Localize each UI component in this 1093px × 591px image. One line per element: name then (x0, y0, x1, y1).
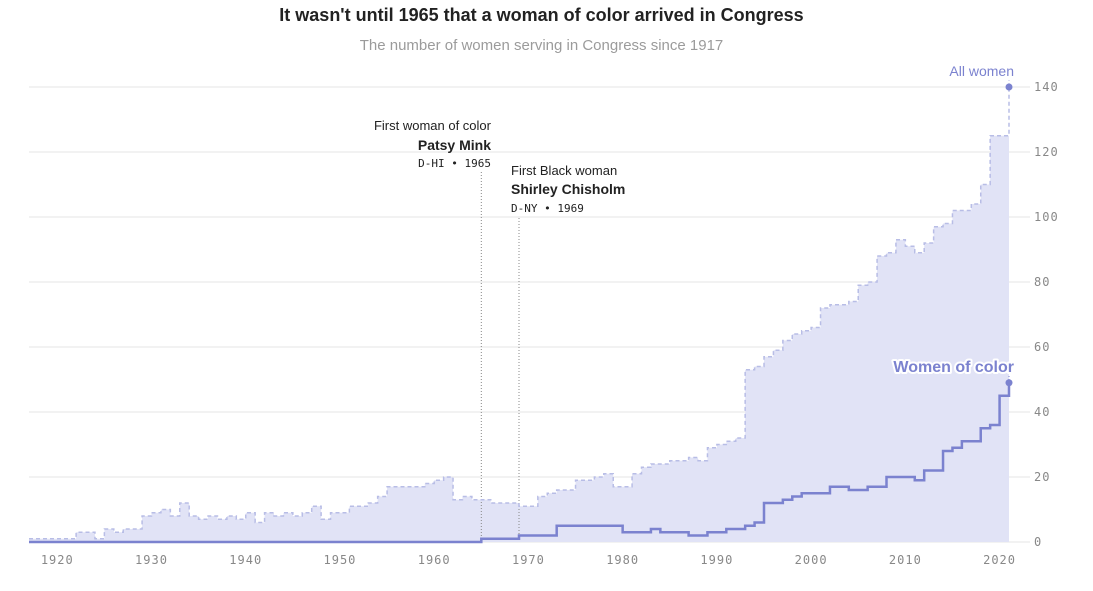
y-tick-label: 80 (1034, 275, 1050, 289)
women-of-color-endpoint (1005, 379, 1013, 387)
annotation-label: First woman of color (374, 118, 492, 133)
x-tick-label: 1970 (512, 553, 545, 567)
x-tick-label: 2000 (795, 553, 828, 567)
all-women-area (29, 87, 1009, 542)
x-tick-label: 1960 (418, 553, 451, 567)
annotation-name: Patsy Mink (418, 137, 491, 153)
y-tick-label: 60 (1034, 340, 1050, 354)
women-of-color-label: Women of color (893, 359, 1014, 376)
y-tick-label: 20 (1034, 470, 1050, 484)
annotation-meta: D-NY • 1969 (511, 202, 584, 215)
x-tick-label: 2010 (889, 553, 922, 567)
y-tick-label: 0 (1034, 535, 1042, 549)
x-axis-ticks: 1920 1930 1940 1950 1960 1970 1980 1990 2000 2010… (41, 553, 1016, 567)
y-tick-label: 100 (1034, 210, 1059, 224)
annotation-meta: D-HI • 1965 (418, 157, 491, 170)
x-tick-label: 2020 (983, 553, 1016, 567)
x-tick-label: 1980 (606, 553, 639, 567)
y-tick-label: 140 (1034, 80, 1059, 94)
all-women-label: All women (949, 63, 1014, 79)
y-axis-ticks: 0 20 40 60 80 100 120 140 (1034, 80, 1059, 549)
annotation-patsy-mink: First woman of color Patsy Mink D-HI • 1… (374, 118, 492, 170)
annotation-name: Shirley Chisholm (511, 181, 625, 197)
chart-title: It wasn't until 1965 that a woman of col… (279, 5, 804, 25)
x-tick-label: 1940 (229, 553, 262, 567)
chart-subtitle: The number of women serving in Congress … (359, 37, 724, 54)
women-of-color-line (29, 382, 1011, 544)
y-tick-label: 120 (1034, 145, 1059, 159)
all-women-line (29, 87, 1010, 540)
all-women-endpoint (1005, 83, 1013, 91)
y-tick-label: 40 (1034, 405, 1050, 419)
x-tick-label: 1930 (135, 553, 168, 567)
x-tick-label: 1950 (324, 553, 357, 567)
annotation-label: First Black woman (511, 163, 617, 178)
annotation-shirley-chisholm: First Black woman Shirley Chisholm D-NY … (511, 163, 625, 215)
x-tick-label: 1920 (41, 553, 74, 567)
x-tick-label: 1990 (700, 553, 733, 567)
